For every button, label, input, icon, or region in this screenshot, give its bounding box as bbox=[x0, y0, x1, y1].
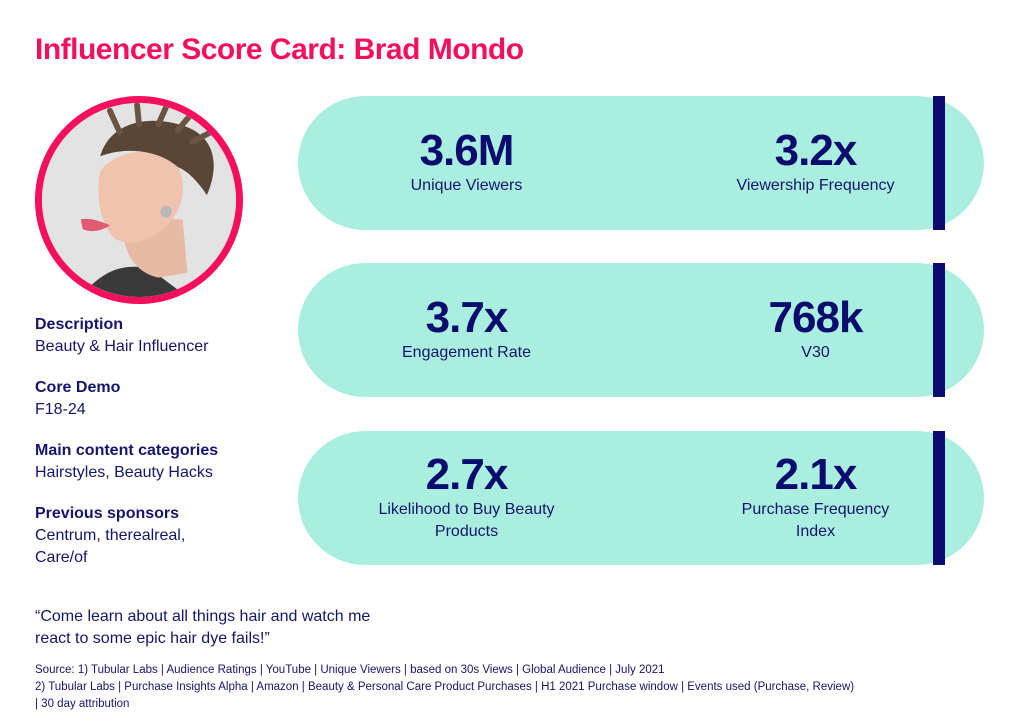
stat-pill-3: 2.7x Likelihood to Buy Beauty Products 2… bbox=[298, 431, 984, 565]
description-label: Description bbox=[35, 316, 124, 333]
pill-divider bbox=[933, 96, 945, 230]
stat-value: 3.6M bbox=[419, 126, 515, 175]
pill-divider bbox=[933, 431, 945, 565]
stat-likelihood-to-buy: 2.7x Likelihood to Buy Beauty Products bbox=[298, 431, 635, 565]
stat-label: Purchase Frequency Index bbox=[741, 501, 890, 540]
stat-pill-2: 3.7x Engagement Rate 768k V30 bbox=[298, 263, 984, 397]
core-demo-value: F18-24 bbox=[35, 401, 86, 418]
description-block: Description Beauty & Hair Influencer bbox=[35, 314, 285, 358]
page-title: Influencer Score Card: Brad Mondo bbox=[35, 33, 524, 66]
source-notes: Source: 1) Tubular Labs | Audience Ratin… bbox=[35, 662, 855, 713]
description-value: Beauty & Hair Influencer bbox=[35, 338, 209, 355]
stat-label: Unique Viewers bbox=[410, 177, 523, 194]
stat-unique-viewers: 3.6M Unique Viewers bbox=[298, 96, 635, 230]
sponsors-label: Previous sponsors bbox=[35, 505, 180, 522]
profile-info: Description Beauty & Hair Influencer Cor… bbox=[35, 314, 285, 588]
stat-viewership-frequency: 3.2x Viewership Frequency bbox=[647, 96, 984, 230]
core-demo-block: Core Demo F18-24 bbox=[35, 377, 285, 421]
avatar bbox=[35, 96, 243, 304]
core-demo-label: Core Demo bbox=[35, 379, 121, 396]
influencer-photo bbox=[42, 103, 236, 297]
source-line-1: Source: 1) Tubular Labs | Audience Ratin… bbox=[35, 664, 665, 676]
stat-v30: 768k V30 bbox=[647, 263, 984, 397]
stat-label: Engagement Rate bbox=[402, 344, 531, 361]
categories-block: Main content categories Hairstyles, Beau… bbox=[35, 440, 285, 484]
stat-engagement-rate: 3.7x Engagement Rate bbox=[298, 263, 635, 397]
sponsors-value: Centrum, therealreal, Care/of bbox=[35, 527, 186, 566]
stat-label: Likelihood to Buy Beauty Products bbox=[378, 501, 555, 540]
stat-label: Viewership Frequency bbox=[736, 177, 895, 194]
stat-purchase-frequency-index: 2.1x Purchase Frequency Index bbox=[647, 431, 984, 565]
source-line-2: 2) Tubular Labs | Purchase Insights Alph… bbox=[35, 681, 855, 710]
stat-value: 768k bbox=[768, 293, 864, 342]
pill-divider bbox=[933, 263, 945, 397]
stat-value: 3.7x bbox=[425, 293, 509, 342]
stat-label: V30 bbox=[801, 344, 830, 361]
stat-value: 3.2x bbox=[774, 126, 858, 175]
stat-value: 2.1x bbox=[774, 450, 858, 499]
categories-label: Main content categories bbox=[35, 442, 219, 459]
influencer-quote: “Come learn about all things hair and wa… bbox=[35, 608, 371, 647]
stat-pill-1: 3.6M Unique Viewers 3.2x Viewership Freq… bbox=[298, 96, 984, 230]
stat-value: 2.7x bbox=[425, 450, 509, 499]
categories-value: Hairstyles, Beauty Hacks bbox=[35, 464, 213, 481]
sponsors-block: Previous sponsors Centrum, therealreal, … bbox=[35, 503, 285, 569]
